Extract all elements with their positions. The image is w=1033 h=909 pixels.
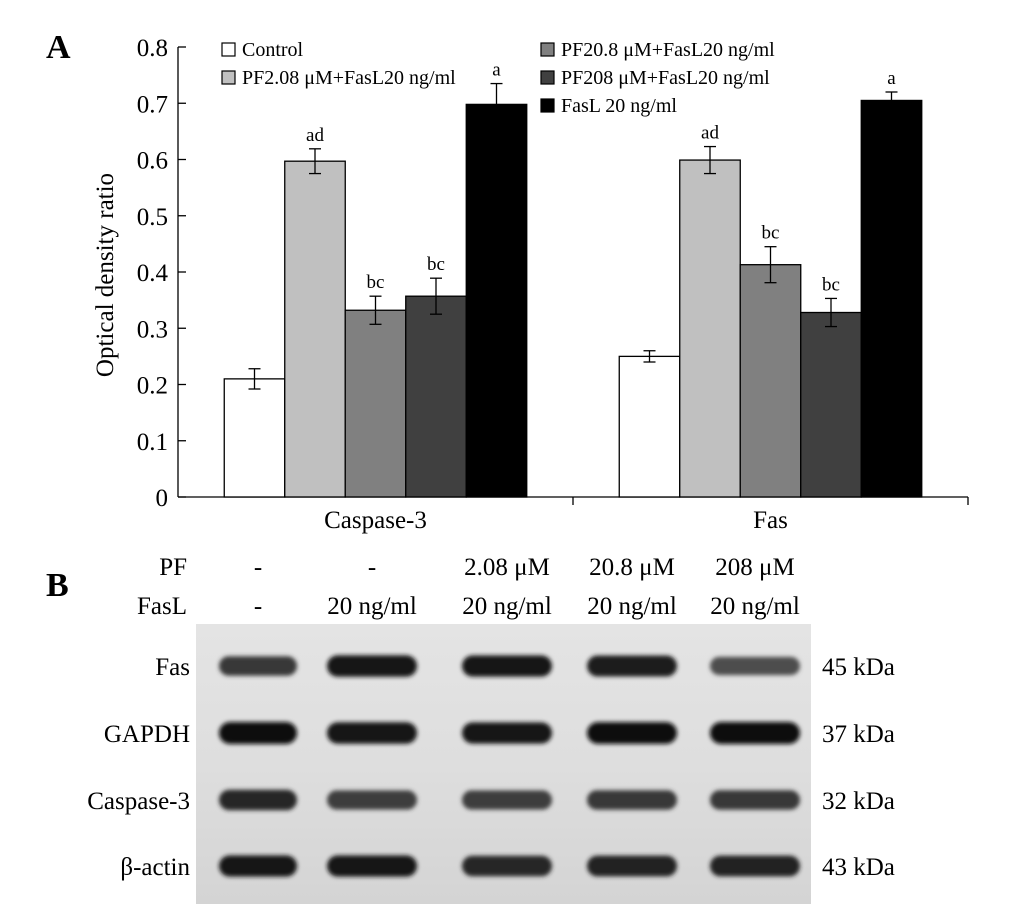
bar (860, 99, 923, 498)
bar (284, 160, 346, 498)
pf-treatment-label: 20.8 μM (589, 554, 675, 581)
significance-label: a (887, 68, 896, 89)
legend-label: FasL 20 ng/ml (561, 95, 677, 117)
blot-band (587, 790, 677, 810)
legend-label: Control (242, 39, 304, 61)
bar (679, 159, 741, 498)
significance-label: bc (427, 254, 445, 275)
y-axis-label: Optical density ratio (92, 173, 119, 377)
y-tick-label: 0 (156, 485, 169, 512)
legend-label: PF208 μM+FasL20 ng/ml (561, 67, 770, 89)
pf-row-header: PF (159, 554, 187, 581)
legend-swatch (221, 70, 236, 85)
fasl-treatment-label: 20 ng/ml (587, 593, 677, 620)
x-category-label: Caspase-3 (324, 507, 427, 534)
bar (405, 295, 467, 498)
blot-band (219, 789, 297, 811)
blot-band (710, 656, 800, 676)
y-tick-label: 0.5 (137, 204, 168, 231)
significance-label: bc (822, 274, 840, 295)
blot-band (219, 855, 297, 877)
blot-band (587, 855, 677, 877)
legend-swatch (540, 42, 555, 57)
blot-band (462, 722, 552, 744)
protein-label: Caspase-3 (87, 788, 190, 815)
blot-band (462, 855, 552, 877)
fasl-treatment-label: 20 ng/ml (710, 593, 800, 620)
y-tick-label: 0.8 (137, 35, 168, 62)
legend: Control PF2.08 μM+FasL20 ng/ml PF20.8 μM+F… (221, 39, 775, 117)
blot-band (462, 655, 552, 677)
significance-label: bc (762, 223, 780, 244)
band-rows: Fas 45 kDa GAPDH 37 kDa Caspase-3 32 kDa β-act… (87, 654, 895, 881)
western-blot: PF FasL - - - 20 ng/ml 2.08 μM 20 ng/ml 20.8 μ… (87, 554, 895, 904)
blot-band (327, 655, 417, 677)
legend-swatch (221, 42, 236, 57)
pf-treatment-label: 208 μM (715, 554, 794, 581)
y-tick-label: 0.2 (137, 373, 168, 400)
blot-band (710, 855, 800, 877)
legend-swatch (540, 70, 555, 85)
legend-swatch (540, 98, 555, 113)
bar-series: ad bc bc a ad bc bc a (223, 60, 923, 498)
blot-band (327, 855, 417, 877)
molecular-weight-label: 43 kDa (822, 854, 895, 881)
molecular-weight-label: 37 kDa (822, 721, 895, 748)
blot-band (462, 790, 552, 810)
blot-band (710, 790, 800, 810)
y-tick-label: 0.4 (137, 260, 169, 287)
blot-band (219, 722, 297, 744)
significance-label: bc (367, 272, 385, 293)
legend-label: PF20.8 μM+FasL20 ng/ml (561, 39, 775, 61)
bar-chart: Optical density ratio 0 0.1 0.2 0.3 0.4 0.5 0.… (92, 35, 969, 534)
pf-treatment-label: 2.08 μM (464, 554, 550, 581)
fasl-treatment-label: 20 ng/ml (462, 593, 552, 620)
fasl-treatment-label: 20 ng/ml (327, 593, 417, 620)
blot-band (587, 655, 677, 677)
bar (344, 309, 407, 498)
blot-band (327, 722, 417, 744)
y-axis: 0 0.1 0.2 0.3 0.4 0.5 0.6 0.7 0.8 (137, 35, 186, 512)
panel-a-label: A (46, 29, 71, 66)
bar (800, 311, 862, 498)
y-tick-label: 0.7 (137, 91, 168, 118)
bar (618, 355, 681, 498)
pf-treatment-label: - (254, 554, 262, 581)
fasl-treatment-label: - (254, 593, 262, 620)
molecular-weight-label: 32 kDa (822, 788, 895, 815)
y-tick-label: 0.1 (137, 429, 168, 456)
x-category-label: Fas (753, 507, 788, 534)
significance-label: ad (306, 125, 324, 146)
y-tick-label: 0.3 (137, 316, 168, 343)
protein-label: Fas (155, 654, 190, 681)
bar (739, 264, 802, 498)
protein-label: GAPDH (104, 721, 190, 748)
legend-label: PF2.08 μM+FasL20 ng/ml (242, 67, 456, 89)
pf-treatment-label: - (368, 554, 376, 581)
bar (223, 378, 286, 498)
y-tick-label: 0.6 (137, 148, 168, 175)
panel-b-label: B (46, 567, 69, 604)
blot-band (219, 656, 297, 676)
significance-label: a (492, 60, 501, 81)
x-axis: Caspase-3 Fas (178, 496, 969, 534)
blot-band (327, 790, 417, 810)
bar (465, 103, 528, 498)
significance-label: ad (701, 123, 719, 144)
molecular-weight-label: 45 kDa (822, 654, 895, 681)
treatment-labels: - - - 20 ng/ml 2.08 μM 20 ng/ml 20.8 μM 20 ng/m… (254, 554, 800, 620)
blot-band (587, 722, 677, 744)
fasl-row-header: FasL (137, 593, 187, 620)
protein-label: β-actin (120, 854, 190, 881)
blot-band (710, 722, 800, 744)
